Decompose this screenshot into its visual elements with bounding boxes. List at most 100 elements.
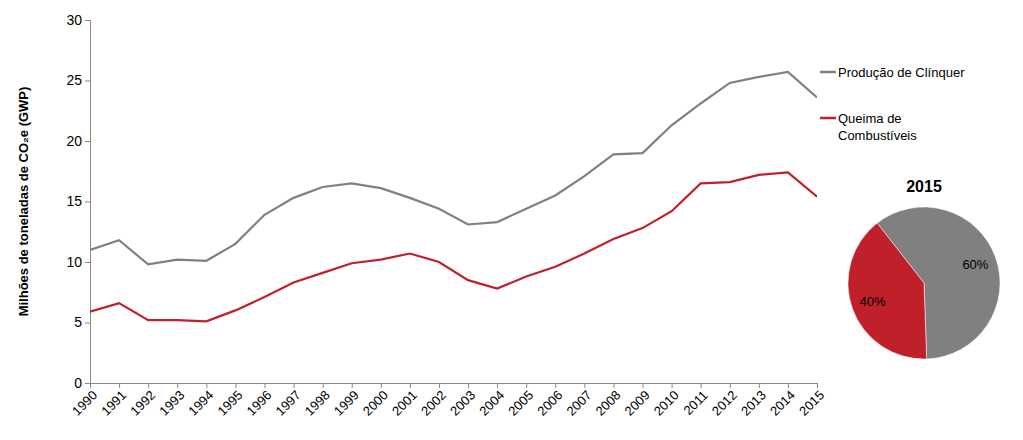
x-tick-mark xyxy=(759,383,760,388)
x-tick-label: 2003 xyxy=(447,388,478,419)
x-tick-mark xyxy=(352,383,353,388)
x-tick: 2000 xyxy=(360,383,391,419)
x-tick: 1995 xyxy=(214,383,245,419)
x-tick-mark xyxy=(90,383,91,388)
series-line xyxy=(90,172,817,321)
x-tick: 2015 xyxy=(796,383,827,419)
x-tick-mark xyxy=(497,383,498,388)
x-tick-label: 2004 xyxy=(476,388,507,419)
x-tick: 2007 xyxy=(563,383,594,419)
y-tick-label: 20 xyxy=(66,133,82,149)
x-tick-mark xyxy=(817,383,818,388)
x-tick-label: 1991 xyxy=(98,388,129,419)
x-tick: 2002 xyxy=(418,383,449,419)
x-tick-mark xyxy=(410,383,411,388)
pie-slice xyxy=(848,223,927,359)
x-tick-mark xyxy=(468,383,469,388)
x-tick-label: 2013 xyxy=(738,388,769,419)
y-tick-label: 10 xyxy=(66,254,82,270)
x-tick-mark xyxy=(264,383,265,388)
series-group xyxy=(90,72,817,321)
x-tick: 2003 xyxy=(447,383,478,419)
x-tick-mark xyxy=(526,383,527,388)
x-tick-label: 1990 xyxy=(69,388,100,419)
x-tick-label: 2005 xyxy=(505,388,536,419)
x-tick-label: 2011 xyxy=(680,388,710,418)
x-tick-label: 1999 xyxy=(331,388,362,419)
x-tick-label: 1993 xyxy=(156,388,187,419)
x-tick: 2011 xyxy=(680,383,710,418)
x-tick-label: 2010 xyxy=(651,388,682,419)
x-tick: 1991 xyxy=(98,383,129,419)
y-tick-mark xyxy=(85,141,90,142)
x-tick-label: 2009 xyxy=(622,388,653,419)
x-tick-label: 2014 xyxy=(767,388,798,419)
legend-item: Queima deCombustíveis xyxy=(820,111,917,144)
chart-root: 0510152025301990199119921993199419951996… xyxy=(0,0,1023,440)
legend-item: Produção de Clínquer xyxy=(820,65,965,80)
x-tick-label: 2012 xyxy=(709,388,740,419)
legend: Produção de Clínquer Queima deCombustívei… xyxy=(820,65,965,144)
pie-title: 2015 xyxy=(906,178,942,195)
x-tick-mark xyxy=(381,383,382,388)
x-tick: 1996 xyxy=(244,383,275,419)
x-tick: 1990 xyxy=(69,383,100,419)
y-tick: 20 xyxy=(66,133,90,149)
x-tick: 2012 xyxy=(709,383,740,419)
x-tick: 2005 xyxy=(505,383,536,419)
y-tick: 5 xyxy=(74,314,90,330)
x-tick: 2013 xyxy=(738,383,769,419)
x-tick-label: 1998 xyxy=(302,388,333,419)
x-tick-mark xyxy=(439,383,440,388)
x-tick-mark xyxy=(235,383,236,388)
x-tick-mark xyxy=(788,383,789,388)
y-tick-mark xyxy=(85,262,90,263)
x-tick-mark xyxy=(323,383,324,388)
x-tick: 2010 xyxy=(651,383,682,419)
x-tick-mark xyxy=(119,383,120,388)
y-tick-label: 0 xyxy=(74,375,82,391)
y-tick-mark xyxy=(85,202,90,203)
x-tick: 1998 xyxy=(302,383,333,419)
x-tick-mark xyxy=(613,383,614,388)
x-tick-mark xyxy=(730,383,731,388)
x-tick-label: 1995 xyxy=(214,388,245,419)
legend-swatch xyxy=(820,71,836,74)
x-tick-mark xyxy=(148,383,149,388)
y-tick-mark xyxy=(85,323,90,324)
pie-label: 60% xyxy=(962,257,988,272)
x-tick: 2004 xyxy=(476,383,507,419)
x-tick-label: 2008 xyxy=(592,388,623,419)
x-tick-label: 2006 xyxy=(534,388,565,419)
series-line xyxy=(90,72,817,264)
x-tick: 2001 xyxy=(389,383,420,419)
y-tick-label: 25 xyxy=(66,72,82,88)
legend-swatch xyxy=(820,117,836,120)
x-axis-line xyxy=(91,384,818,389)
x-tick-mark xyxy=(294,383,295,388)
x-tick-label: 2002 xyxy=(418,388,449,419)
y-axis: 051015202530 xyxy=(66,12,90,391)
x-tick: 1993 xyxy=(156,383,187,419)
x-tick-label: 2007 xyxy=(563,388,594,419)
y-tick-mark xyxy=(85,383,90,384)
y-tick: 10 xyxy=(66,254,90,270)
x-tick: 1997 xyxy=(273,383,304,419)
x-tick: 1994 xyxy=(185,383,216,419)
x-axis: 1990199119921993199419951996199719981999… xyxy=(69,383,827,419)
x-tick-label: 1997 xyxy=(273,388,304,419)
y-axis-title: Milhões de toneladas de CO₂e (GWP) xyxy=(16,87,31,317)
x-tick-mark xyxy=(672,383,673,388)
x-tick-label: 1996 xyxy=(244,388,275,419)
plot-area: 0510152025301990199119921993199419951996… xyxy=(16,12,827,419)
x-tick-mark xyxy=(555,383,556,388)
y-tick-label: 15 xyxy=(66,193,82,209)
x-tick-mark xyxy=(206,383,207,388)
x-tick: 2009 xyxy=(622,383,653,419)
x-tick-label: 1992 xyxy=(127,388,158,419)
x-tick-label: 2001 xyxy=(389,388,420,419)
x-tick-label: 2015 xyxy=(796,388,827,419)
y-tick-mark xyxy=(85,20,90,21)
y-axis-line xyxy=(85,21,91,384)
legend-label: Produção de Clínquer xyxy=(838,65,965,80)
